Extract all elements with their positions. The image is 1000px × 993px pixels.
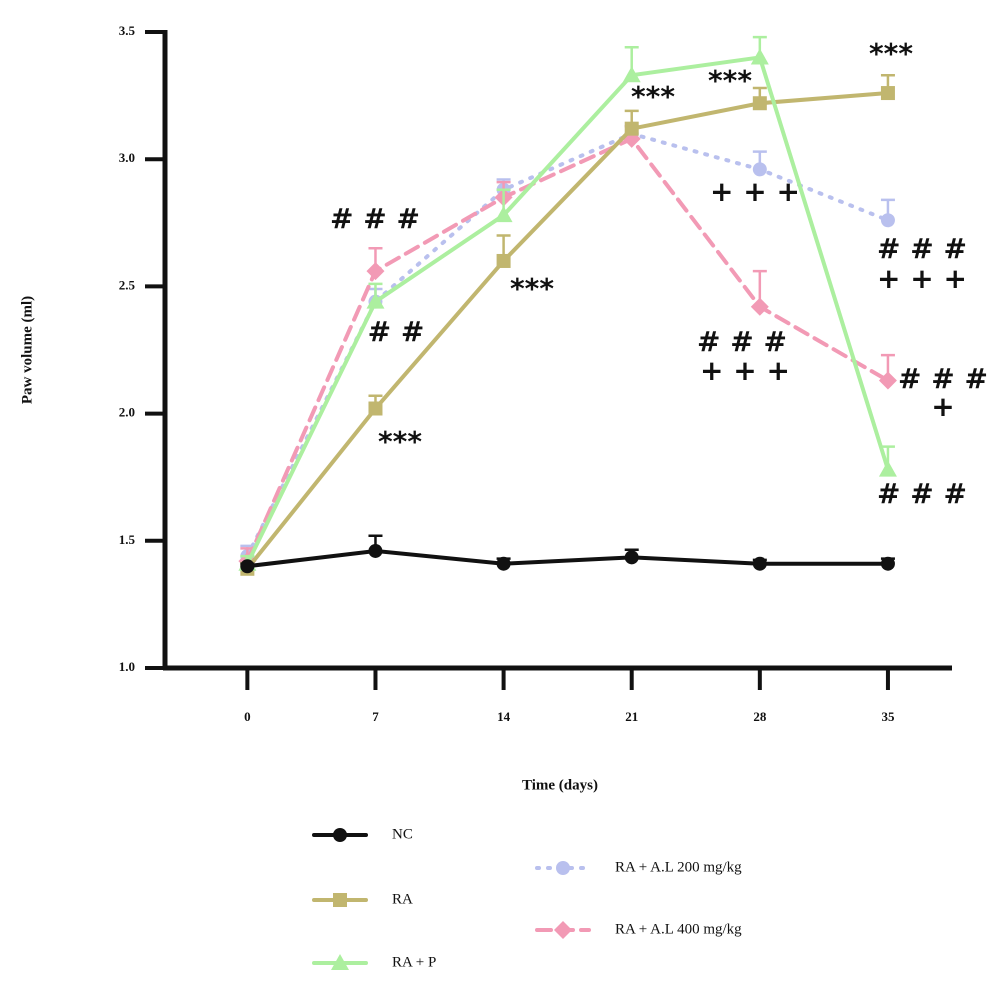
- y-tick-label: 1.0: [119, 659, 135, 674]
- annotation: # # #: [330, 202, 420, 235]
- annotation: + + +: [877, 262, 967, 295]
- data-point: [880, 86, 895, 101]
- y-tick-label: 2.5: [119, 277, 136, 292]
- data-point: [496, 253, 511, 268]
- data-point: [494, 206, 513, 223]
- x-tick-label: 14: [497, 709, 511, 724]
- y-tick-label: 3.5: [119, 23, 136, 38]
- annotation: +: [931, 390, 954, 423]
- legend-marker: [333, 893, 347, 907]
- data-point: [750, 297, 769, 316]
- legend-label: NC: [392, 826, 413, 842]
- x-axis-label: Time (days): [522, 777, 598, 793]
- data-point: [368, 543, 383, 558]
- x-tick-label: 7: [372, 709, 379, 724]
- annotation: # #: [368, 315, 425, 348]
- legend-marker: [556, 861, 570, 875]
- annotation: ***: [510, 272, 554, 305]
- x-tick-label: 28: [753, 709, 767, 724]
- series-line: [245, 55, 890, 566]
- y-axis-label: Paw volume (ml): [19, 296, 35, 404]
- annotation: + + +: [700, 354, 790, 387]
- data-point: [366, 292, 385, 309]
- x-tick-label: 21: [625, 709, 638, 724]
- annotation: + + +: [710, 175, 800, 208]
- series-line: [245, 131, 890, 559]
- x-tick-label: 35: [881, 709, 895, 724]
- data-point: [624, 550, 639, 565]
- data-point: [752, 556, 767, 571]
- data-point: [240, 559, 255, 574]
- data-point: [368, 401, 383, 416]
- data-point: [878, 371, 897, 390]
- annotation: ***: [631, 80, 675, 113]
- data-point: [878, 460, 897, 477]
- data-point: [366, 262, 385, 281]
- annotation: # # #: [877, 477, 967, 510]
- data-point: [752, 162, 767, 177]
- legend-marker: [554, 921, 572, 939]
- data-point: [750, 48, 769, 65]
- data-point: [880, 556, 895, 571]
- series-line: [245, 91, 890, 571]
- data-point: [496, 556, 511, 571]
- series-line: [245, 548, 890, 569]
- y-tick-label: 3.0: [119, 150, 135, 165]
- legend-marker: [333, 828, 347, 842]
- annotation: ***: [378, 425, 422, 458]
- annotation: # # #: [898, 362, 988, 395]
- y-tick-label: 1.5: [119, 532, 136, 547]
- x-tick-label: 0: [244, 709, 251, 724]
- legend-label: RA + A.L 200 mg/kg: [615, 859, 742, 875]
- annotation: ***: [869, 37, 913, 70]
- legend-marker: [331, 954, 349, 970]
- series-line: [245, 136, 890, 564]
- legend-label: RA + A.L 400 mg/kg: [615, 921, 742, 937]
- data-point: [752, 96, 767, 111]
- annotation: # # #: [877, 232, 967, 265]
- annotation: # # #: [697, 325, 787, 358]
- y-tick-label: 2.0: [119, 405, 135, 420]
- data-point: [624, 121, 639, 136]
- data-point: [880, 213, 895, 228]
- annotation: ***: [708, 64, 752, 97]
- legend-label: RA: [392, 891, 413, 907]
- data-point: [622, 66, 641, 83]
- legend-label: RA + P: [392, 954, 436, 970]
